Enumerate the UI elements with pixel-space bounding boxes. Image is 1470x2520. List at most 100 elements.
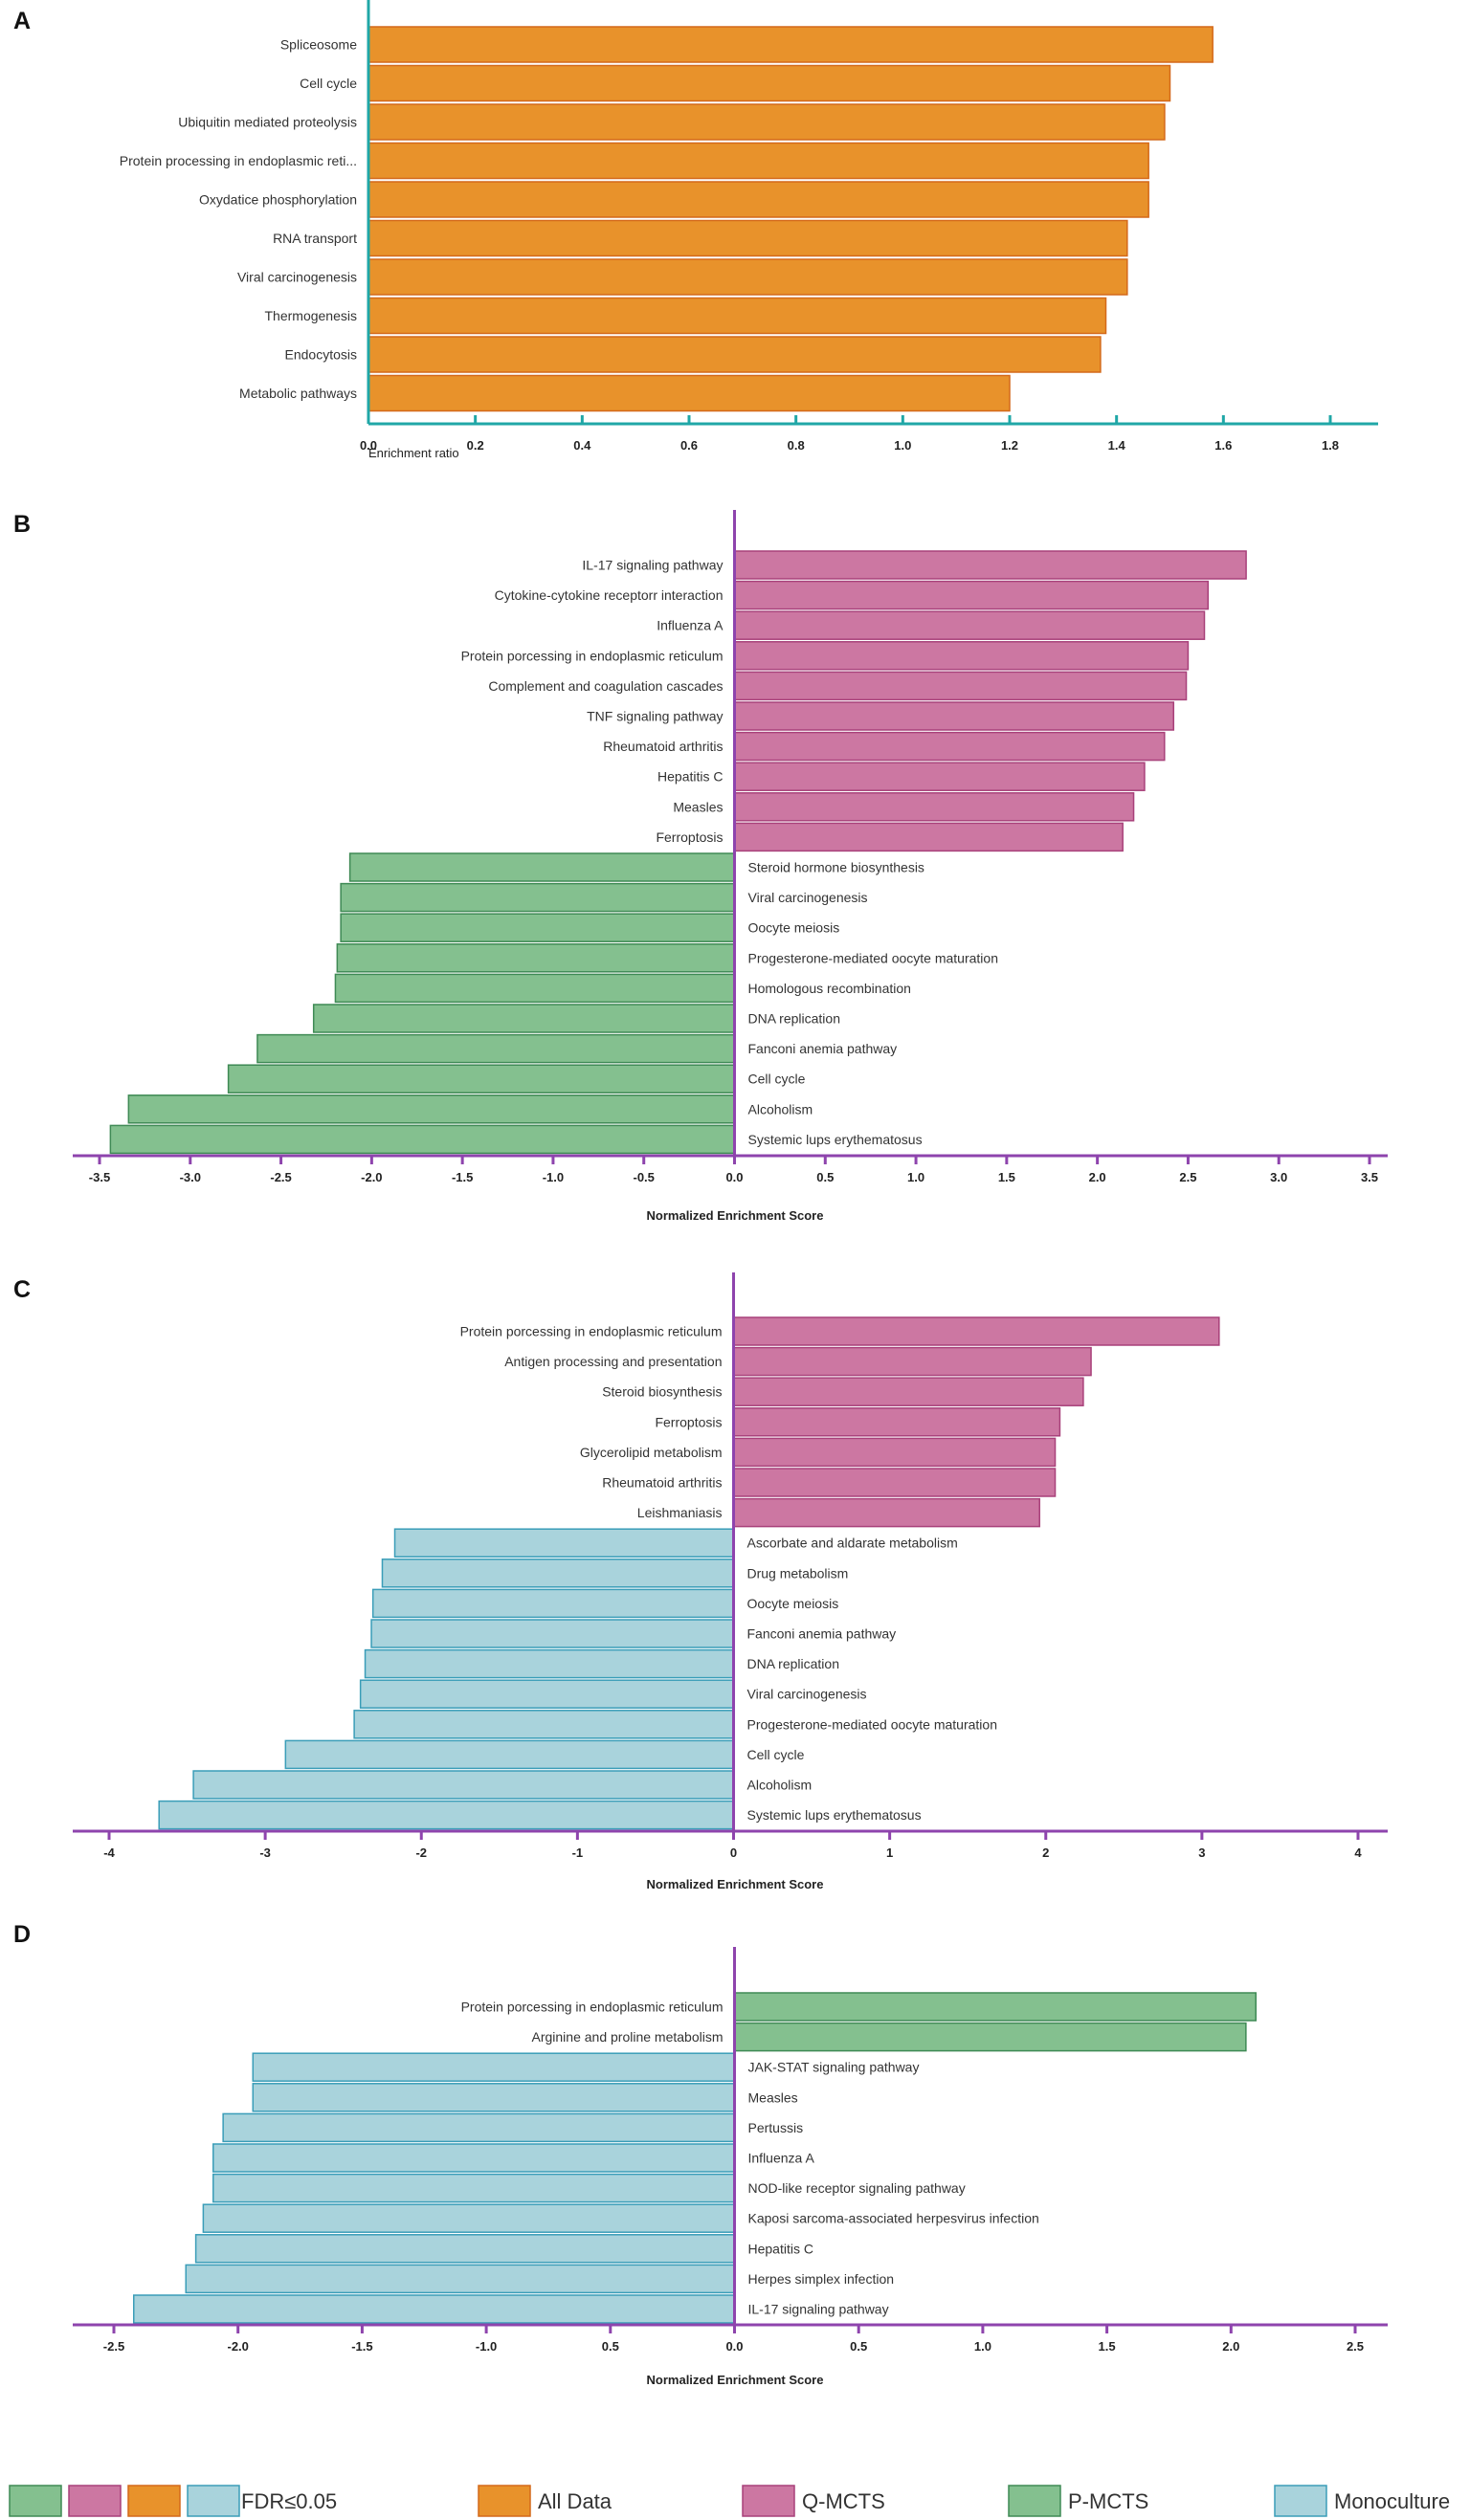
- panel-c-chart: Protein porcessing in endoplasmic reticu…: [73, 1272, 1388, 1891]
- tick-label-d-7: 1.0: [974, 2339, 991, 2354]
- tick-label-b-5: -1.0: [543, 1170, 564, 1184]
- bar-d-hepatitis-c: [194, 2234, 736, 2264]
- label-d-measles: Measles: [748, 2089, 798, 2105]
- label-d-protein-porcessing-in-endoplasmic-reticulum: Protein porcessing in endoplasmic reticu…: [461, 2000, 724, 2015]
- label-c-ferroptosis: Ferroptosis: [655, 1414, 722, 1429]
- label-c-dna-replication: DNA replication: [747, 1656, 840, 1671]
- label-c-steroid-biosynthesis: Steroid biosynthesis: [602, 1384, 722, 1400]
- label-a-metabolic-pathways: Metabolic pathways: [239, 386, 357, 401]
- bar-a-protein-processing-in-endoplasmic-reti: [368, 142, 1149, 180]
- label-c-cell-cycle: Cell cycle: [747, 1747, 805, 1762]
- legend-fdr-swatch-q_mcts: [68, 2485, 122, 2517]
- label-a-rna-transport: RNA transport: [273, 231, 357, 246]
- label-a-viral-carcinogenesis: Viral carcinogenesis: [237, 270, 357, 285]
- legend-label-all-data: All Data: [538, 2489, 612, 2513]
- label-b-il-17-signaling-pathway: IL-17 signaling pathway: [582, 558, 723, 573]
- bar-b-tnf-signaling-pathway: [733, 701, 1175, 731]
- legend-swatch-q-mcts: [742, 2485, 795, 2517]
- label-b-fanconi-anemia-pathway: Fanconi anemia pathway: [748, 1041, 898, 1056]
- legend-swatch-p-mcts: [1008, 2485, 1061, 2517]
- label-c-glycerolipid-metabolism: Glycerolipid metabolism: [580, 1445, 723, 1460]
- panel-letter-c: C: [13, 1276, 31, 1303]
- bar-b-fanconi-anemia-pathway: [256, 1033, 736, 1064]
- label-a-cell-cycle: Cell cycle: [300, 76, 357, 91]
- tick-label-c-1: -3: [259, 1846, 271, 1860]
- label-b-measles: Measles: [673, 799, 723, 814]
- tick-label-d-5: 0.0: [725, 2339, 743, 2354]
- bar-c-viral-carcinogenesis: [359, 1679, 735, 1709]
- tick-label-a-6: 1.2: [1001, 438, 1018, 453]
- tick-label-b-7: 0.0: [725, 1170, 743, 1184]
- bar-a-metabolic-pathways: [368, 374, 1011, 412]
- bar-c-cell-cycle: [284, 1739, 735, 1770]
- bar-c-protein-porcessing-in-endoplasmic-reticulum: [732, 1316, 1220, 1346]
- bar-b-systemic-lups-erythematosus: [109, 1124, 736, 1155]
- tick-label-a-5: 1.0: [894, 438, 911, 453]
- label-a-endocytosis: Endocytosis: [285, 347, 357, 363]
- bar-d-pertussis: [222, 2112, 736, 2143]
- label-b-steroid-hormone-biosynthesis: Steroid hormone biosynthesis: [748, 860, 924, 875]
- tick-label-c-0: -4: [103, 1846, 115, 1860]
- legend-fdr-swatch-mono: [187, 2485, 240, 2517]
- label-a-ubiquitin-mediated-proteolysis: Ubiquitin mediated proteolysis: [178, 115, 357, 130]
- label-c-leishmaniasis: Leishmaniasis: [637, 1505, 723, 1520]
- label-d-herpes-simplex-infection: Herpes simplex infection: [748, 2271, 895, 2287]
- bar-d-influenza-a: [212, 2143, 736, 2173]
- tick-label-a-1: 0.2: [467, 438, 484, 453]
- bar-d-arginine-and-proline-metabolism: [733, 2022, 1247, 2052]
- label-c-systemic-lups-erythematosus: Systemic lups erythematosus: [747, 1807, 922, 1823]
- bar-c-dna-replication: [364, 1648, 735, 1679]
- x-axis-title-d: Normalized Enrichment Score: [647, 2373, 824, 2387]
- bar-b-oocyte-meiosis: [340, 913, 736, 942]
- tick-label-b-8: 0.5: [816, 1170, 834, 1184]
- bar-b-dna-replication: [312, 1004, 736, 1033]
- tick-label-b-3: -2.0: [361, 1170, 382, 1184]
- bar-b-rheumatoid-arthritis: [733, 731, 1166, 762]
- bar-a-endocytosis: [368, 336, 1102, 373]
- label-d-nod-like-receptor-signaling-pathway: NOD-like receptor signaling pathway: [748, 2180, 966, 2196]
- x-axis-title-b: Normalized Enrichment Score: [647, 1208, 824, 1223]
- label-d-influenza-a: Influenza A: [748, 2151, 815, 2166]
- label-d-il-17-signaling-pathway: IL-17 signaling pathway: [748, 2302, 889, 2317]
- label-c-alcoholism: Alcoholism: [747, 1778, 813, 1793]
- bar-c-systemic-lups-erythematosus: [158, 1800, 735, 1830]
- label-b-protein-porcessing-in-endoplasmic-reticulum: Protein porcessing in endoplasmic reticu…: [461, 648, 724, 663]
- tick-label-b-1: -3.0: [180, 1170, 201, 1184]
- label-c-drug-metabolism: Drug metabolism: [747, 1565, 849, 1581]
- tick-label-d-8: 1.5: [1099, 2339, 1116, 2354]
- label-b-cytokine-cytokine-receptorr-interaction: Cytokine-cytokine receptorr interaction: [495, 587, 724, 603]
- label-c-viral-carcinogenesis: Viral carcinogenesis: [747, 1687, 867, 1702]
- tick-label-d-3: -1.0: [476, 2339, 497, 2354]
- bar-b-il-17-signaling-pathway: [733, 550, 1247, 580]
- bar-c-fanconi-anemia-pathway: [370, 1619, 735, 1648]
- bar-b-steroid-hormone-biosynthesis: [348, 852, 736, 882]
- legend-swatch-all-data: [478, 2485, 531, 2517]
- label-b-alcoholism: Alcoholism: [748, 1101, 813, 1116]
- panel-d-chart: Protein porcessing in endoplasmic reticu…: [73, 1947, 1388, 2387]
- tick-label-b-12: 2.5: [1179, 1170, 1196, 1184]
- legend-fdr-swatch-p_mcts: [9, 2485, 62, 2517]
- bar-c-drug-metabolism: [381, 1558, 735, 1588]
- tick-label-d-10: 2.5: [1347, 2339, 1364, 2354]
- bar-b-progesterone-mediated-oocyte-maturation: [336, 943, 736, 973]
- label-b-tnf-signaling-pathway: TNF signaling pathway: [587, 709, 723, 724]
- label-b-cell-cycle: Cell cycle: [748, 1072, 806, 1087]
- bar-b-viral-carcinogenesis: [340, 882, 736, 913]
- bar-a-thermogenesis: [368, 297, 1107, 335]
- tick-label-d-9: 2.0: [1222, 2339, 1239, 2354]
- label-b-systemic-lups-erythematosus: Systemic lups erythematosus: [748, 1132, 923, 1147]
- bar-c-oocyte-meiosis: [371, 1588, 735, 1619]
- tick-label-b-2: -2.5: [270, 1170, 291, 1184]
- panel-letter-a: A: [13, 8, 31, 34]
- tick-label-c-5: 1: [886, 1846, 893, 1860]
- tick-label-c-7: 3: [1198, 1846, 1205, 1860]
- tick-label-a-0: 0.0: [360, 438, 377, 453]
- tick-label-b-0: -3.5: [89, 1170, 110, 1184]
- tick-label-b-13: 3.0: [1270, 1170, 1287, 1184]
- label-c-oocyte-meiosis: Oocyte meiosis: [747, 1596, 839, 1611]
- bar-b-cell-cycle: [227, 1064, 736, 1094]
- tick-label-d-1: -2.0: [227, 2339, 248, 2354]
- bar-a-viral-carcinogenesis: [368, 258, 1128, 296]
- bar-d-jak-stat-signaling-pathway: [252, 2052, 736, 2082]
